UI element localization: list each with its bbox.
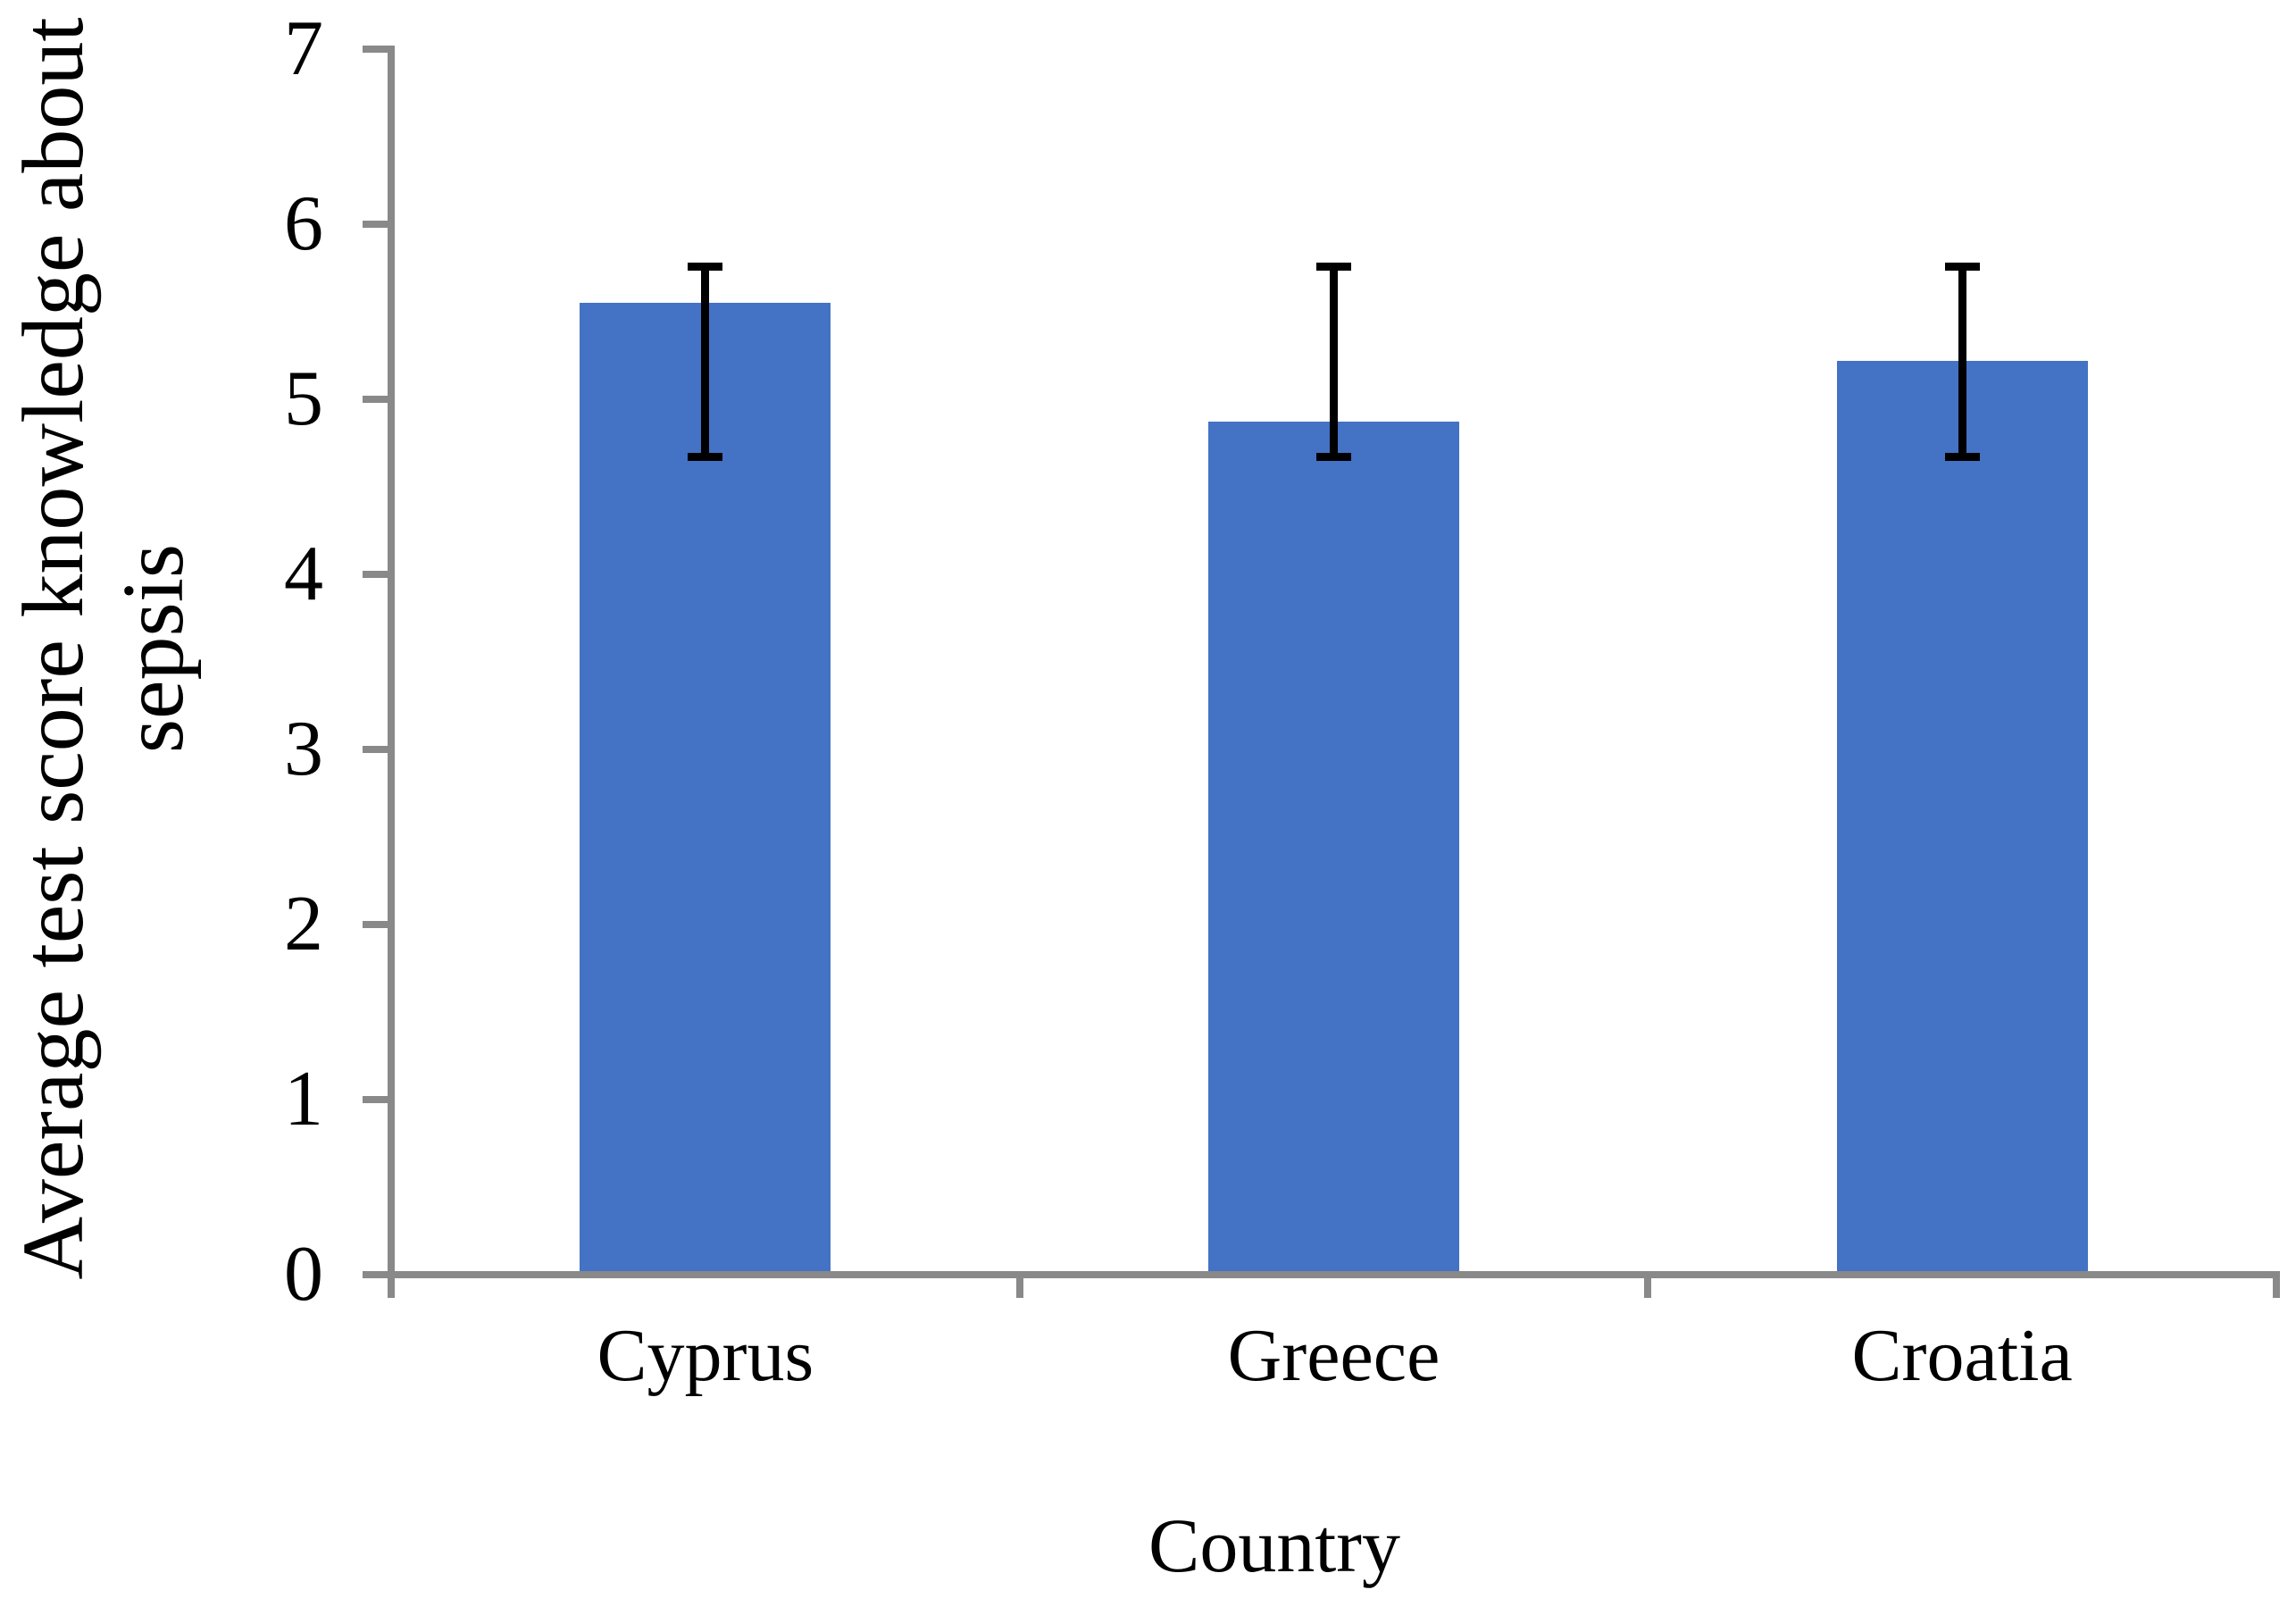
y-tick-label: 7 [284, 5, 323, 92]
y-tick-mark [363, 571, 388, 578]
y-tick-mark [363, 921, 388, 928]
y-tick-label: 6 [284, 180, 323, 267]
error-bar-cap-bottom-croatia [1944, 453, 1980, 462]
error-bar-line-greece [1330, 266, 1338, 457]
y-tick-mark [363, 221, 388, 228]
bar-greece [1208, 422, 1459, 1275]
x-tick-mark [1644, 1275, 1652, 1298]
error-bar-cap-top-greece [1316, 262, 1351, 271]
y-tick-label: 4 [284, 531, 323, 617]
error-bar-cap-top-croatia [1944, 262, 1980, 271]
y-tick-mark [363, 1096, 388, 1103]
y-tick-label: 1 [284, 1056, 323, 1142]
x-tick-mark [1015, 1275, 1023, 1298]
y-tick-label: 0 [284, 1231, 323, 1318]
x-category-label-cyprus: Cyprus [597, 1314, 814, 1397]
bar-croatia [1836, 360, 2088, 1275]
y-tick-mark [363, 746, 388, 753]
error-bar-cap-top-cyprus [688, 262, 723, 271]
x-tick-mark [2273, 1275, 2280, 1298]
bar-cyprus [580, 303, 831, 1275]
error-bar-cap-bottom-greece [1316, 453, 1351, 462]
y-tick-mark [363, 396, 388, 403]
x-category-label-croatia: Croatia [1851, 1314, 2073, 1397]
error-bar-line-cyprus [701, 266, 710, 457]
y-tick-label: 5 [284, 356, 323, 442]
y-tick-label: 2 [284, 881, 323, 967]
y-tick-mark [363, 1271, 388, 1278]
error-bar-line-croatia [1958, 266, 1966, 457]
y-tick-label: 3 [284, 706, 323, 792]
y-axis-line [388, 46, 395, 1297]
x-axis-line [388, 1271, 2280, 1278]
x-axis-title: Country [1148, 1502, 1400, 1588]
x-category-label-greece: Greece [1227, 1314, 1440, 1397]
y-tick-mark [363, 46, 388, 53]
error-bar-cap-bottom-cyprus [688, 453, 723, 462]
